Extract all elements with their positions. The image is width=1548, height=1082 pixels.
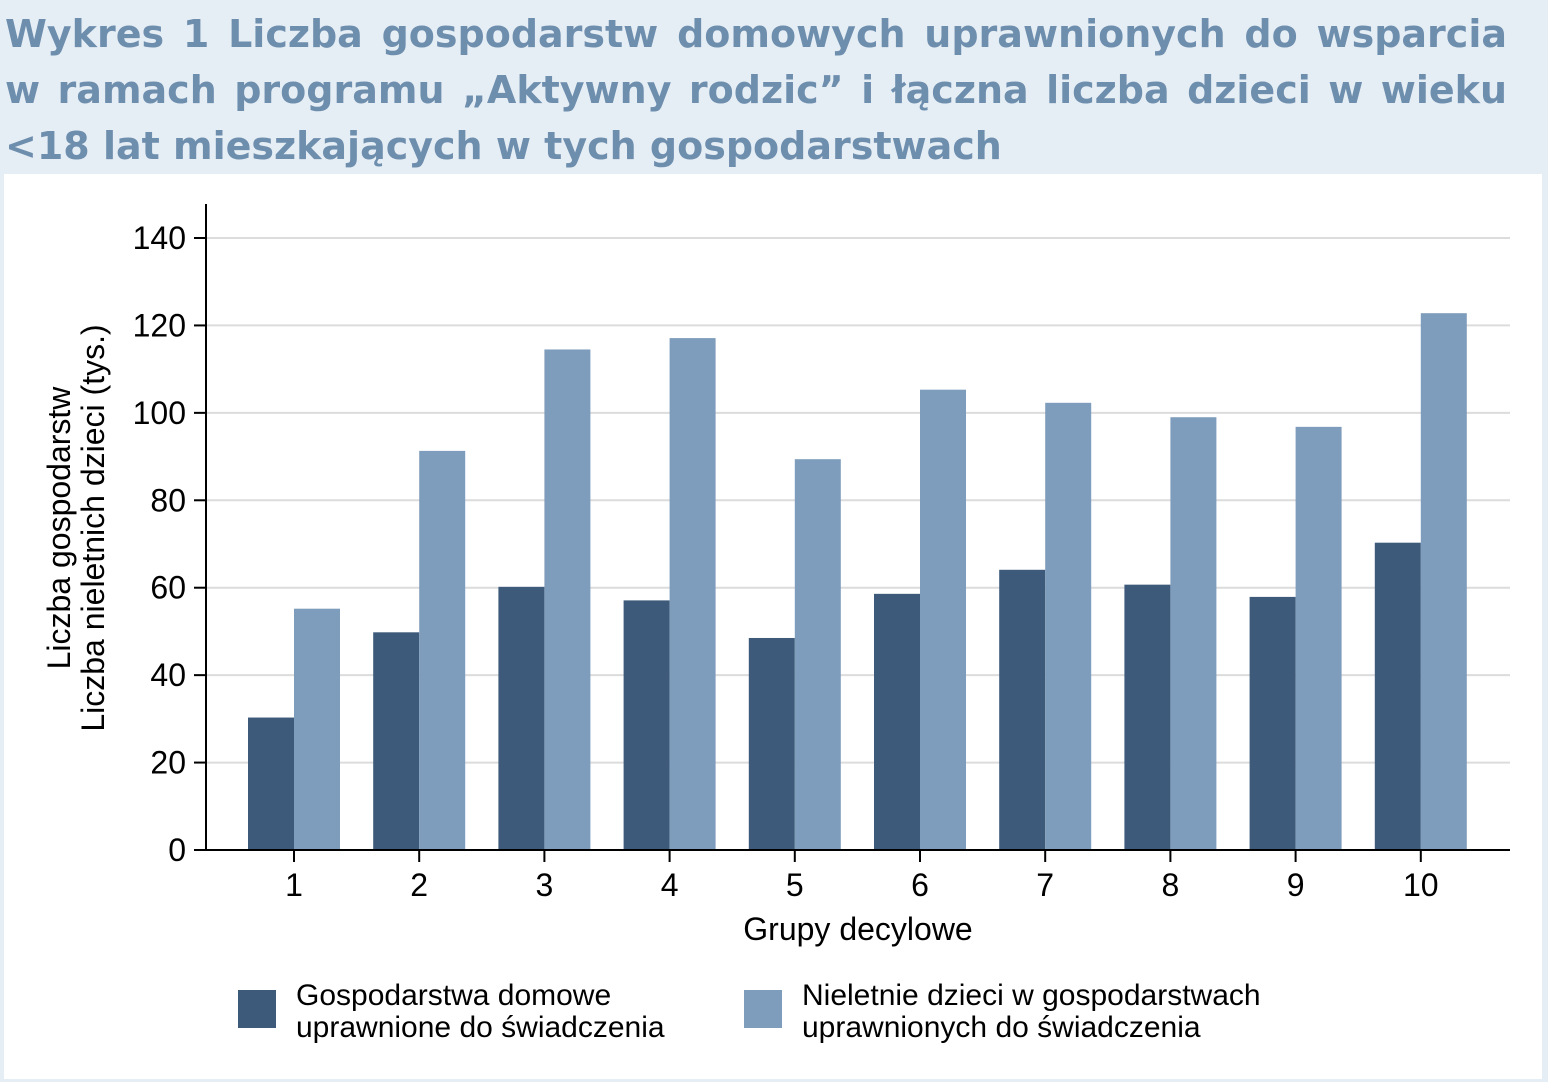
bar-children bbox=[794, 459, 841, 850]
y-tick-label: 100 bbox=[133, 395, 186, 431]
bar-households bbox=[248, 717, 294, 850]
y-tick-label: 140 bbox=[133, 220, 186, 256]
x-axis-title: Grupy decylowe bbox=[743, 911, 972, 947]
bar-children bbox=[1420, 313, 1467, 850]
legend-swatch bbox=[744, 990, 782, 1028]
bar-households bbox=[623, 600, 670, 850]
bars bbox=[248, 313, 1467, 850]
title-band: Wykres 1 Liczba gospodarstw domowych upr… bbox=[0, 0, 1548, 172]
x-tick-label: 6 bbox=[911, 867, 929, 903]
legend-label-line: Nieletnie dzieci w gospodarstwach bbox=[802, 979, 1261, 1012]
bar-children bbox=[294, 608, 340, 850]
legend-label-line: uprawnione do świadczenia bbox=[296, 1011, 665, 1044]
bar-households bbox=[748, 637, 795, 850]
y-tick-label: 40 bbox=[150, 657, 186, 693]
bar-households bbox=[1374, 542, 1421, 850]
x-tick-label: 1 bbox=[285, 867, 303, 903]
axes bbox=[194, 204, 1510, 862]
y-tick-label: 0 bbox=[168, 832, 186, 868]
legend-swatch bbox=[238, 990, 276, 1028]
bar-households bbox=[498, 586, 545, 850]
x-tick-label: 10 bbox=[1403, 867, 1439, 903]
x-tick-label: 9 bbox=[1287, 867, 1305, 903]
bar-chart: 0 20 40 60 80 100 120 140 1 2 3 4 5 6 7 8 9 10 Grupy dec… bbox=[41, 204, 1510, 1044]
bar-children bbox=[419, 450, 466, 850]
y-tick-labels: 0 20 40 60 80 100 120 140 bbox=[133, 220, 186, 868]
y-axis-title-line: Liczba nieletnich dzieci (tys.) bbox=[75, 324, 111, 731]
bar-children bbox=[669, 338, 716, 850]
y-axis-title-line: Liczba gospodarstw bbox=[41, 386, 77, 670]
bar-households bbox=[999, 569, 1046, 850]
y-tick-label: 60 bbox=[150, 570, 186, 606]
x-tick-label: 7 bbox=[1036, 867, 1054, 903]
x-tick-label: 3 bbox=[536, 867, 554, 903]
x-tick-label: 5 bbox=[786, 867, 804, 903]
x-tick-label: 2 bbox=[410, 867, 428, 903]
bar-households bbox=[874, 593, 920, 850]
y-tick-label: 80 bbox=[150, 482, 186, 518]
x-tick-labels: 1 2 3 4 5 6 7 8 9 10 bbox=[285, 867, 1438, 903]
bar-households bbox=[373, 632, 420, 850]
chart-panel: 0 20 40 60 80 100 120 140 1 2 3 4 5 6 7 8 9 10 Grupy dec… bbox=[4, 174, 1542, 1079]
bar-children bbox=[1170, 417, 1217, 850]
x-tick-label: 4 bbox=[661, 867, 679, 903]
y-tick-label: 20 bbox=[150, 745, 186, 781]
y-tick-label: 120 bbox=[133, 307, 186, 343]
legend-label-line: uprawnionych do świadczenia bbox=[802, 1011, 1201, 1044]
legend-label-line: Gospodarstwa domowe bbox=[296, 979, 611, 1012]
x-tick-label: 8 bbox=[1162, 867, 1180, 903]
bar-households bbox=[1249, 596, 1296, 850]
bar-children bbox=[1295, 426, 1342, 850]
bar-households bbox=[1124, 584, 1171, 850]
bar-children bbox=[920, 389, 966, 850]
chart-title: Wykres 1 Liczba gospodarstw domowych upr… bbox=[5, 12, 1507, 168]
bar-children bbox=[1045, 402, 1092, 850]
bar-children bbox=[544, 349, 591, 850]
